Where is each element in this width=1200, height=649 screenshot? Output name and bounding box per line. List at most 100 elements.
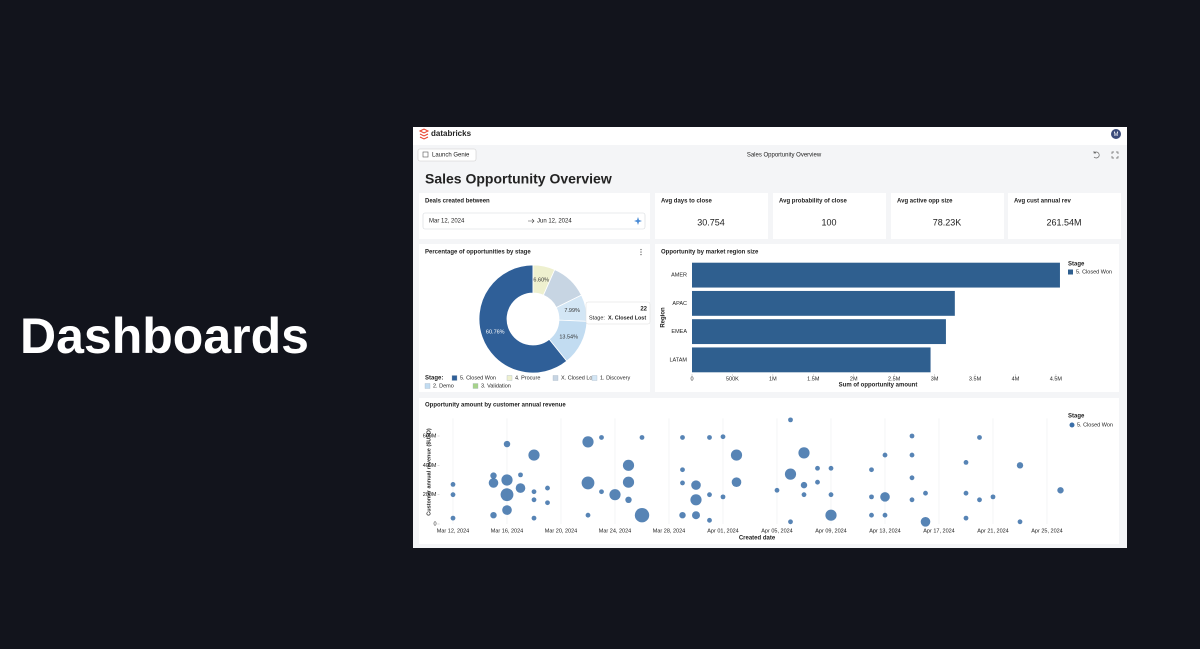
point [680,480,685,486]
point [774,487,780,493]
kpi-card [655,193,768,239]
legend-label: 5. Closed Won [1077,422,1113,428]
kpi-label: Avg cust annual rev [1014,199,1071,205]
legend-swatch [591,375,598,381]
slice-label: 7.99% [564,308,580,314]
x-tick-label: Mar 24, 2024 [599,528,631,534]
point [977,497,982,503]
slice-label: 60.76% [486,330,505,336]
x-tick-label: Apr 09, 2024 [815,528,847,534]
x-tick-label: 2.5M [888,376,901,382]
point [1016,462,1024,469]
point [909,452,915,458]
kpi-value: 100 [821,217,836,227]
point [707,517,712,523]
slice-label: 6.60% [533,277,549,283]
point [545,485,550,491]
point [518,472,523,478]
legend-swatch [424,383,431,389]
kpi-value: 261.54M [1046,217,1081,227]
point [825,509,837,521]
legend-label: 1. Discovery [600,375,631,381]
point [1057,487,1064,494]
point [869,512,874,518]
avatar[interactable] [1111,129,1121,139]
date-start: Mar 12, 2024 [429,219,465,225]
dashboard-title: Sales Opportunity Overview [425,171,612,187]
x-tick-label: 1M [769,376,777,382]
tab-title: Sales Opportunity Overview [747,153,822,159]
x-tick-label: Apr 01, 2024 [707,528,739,534]
point [730,449,743,461]
point [691,480,701,490]
ai-icon [634,217,642,225]
point [880,492,890,502]
point [692,511,700,520]
kpi-label: Avg days to close [661,199,712,205]
point [531,515,537,521]
brand-logo [418,128,430,140]
point [798,447,810,459]
legend-label: 5. Closed Won [1076,269,1112,275]
point [869,467,874,473]
x-tick-label: 2M [850,376,858,382]
x-tick-label: 4.5M [1050,376,1063,382]
kpi-card [891,193,1004,239]
legend-title: Stage: [425,376,443,382]
point [923,490,928,496]
point [531,489,537,495]
point [828,492,834,498]
point [490,472,497,479]
point [582,436,594,448]
point [1017,519,1023,525]
legend-label: 2. Demo [433,383,454,389]
point [450,515,456,521]
scatter-card [419,398,1119,544]
legend-swatch [451,375,458,381]
point [622,476,635,488]
x-tick-label: 4M [1012,376,1020,382]
point [882,452,888,458]
x-axis-label: Created date [739,536,776,542]
point [963,490,969,496]
bar [692,290,955,316]
range-arrow [528,218,535,224]
genie-button[interactable] [417,148,477,162]
point [450,482,456,487]
point [502,505,512,515]
point [501,474,513,486]
legend-title: Stage [1068,414,1085,420]
avatar-letter: M [1114,132,1119,138]
x-tick-label: Apr 21, 2024 [977,528,1009,534]
x-tick-label: Apr 05, 2024 [761,528,793,534]
x-tick-label: Mar 12, 2024 [437,528,469,534]
point [690,494,702,506]
refresh-icon[interactable] [1093,151,1100,159]
bar-title: Opportunity by market region size [661,250,759,256]
charts: Avg days to close 30.754 Avg probability o… [423,193,1121,542]
legend-title: Stage [1068,262,1085,268]
point [545,500,550,506]
point [909,497,915,503]
point [585,512,591,518]
y-tick-label: 600M [423,433,437,439]
kpi-value: 30.754 [697,217,725,227]
genie-label: Launch Genie [432,153,470,159]
point [707,435,712,440]
point [800,481,808,489]
point [707,492,712,498]
point [720,494,726,500]
kpi-card [1008,193,1121,239]
bar [692,262,1060,288]
legend-label: 5. Closed Won [460,375,496,381]
point [515,483,526,493]
y-tick-label: AMER [671,273,687,279]
x-tick-label: 1.5M [807,376,820,382]
point [909,433,915,439]
slide-title: Dashboards [20,308,309,364]
point [801,492,807,498]
point [622,459,635,471]
fullscreen-icon[interactable] [1111,151,1119,159]
y-tick-label: 0 [433,521,436,527]
